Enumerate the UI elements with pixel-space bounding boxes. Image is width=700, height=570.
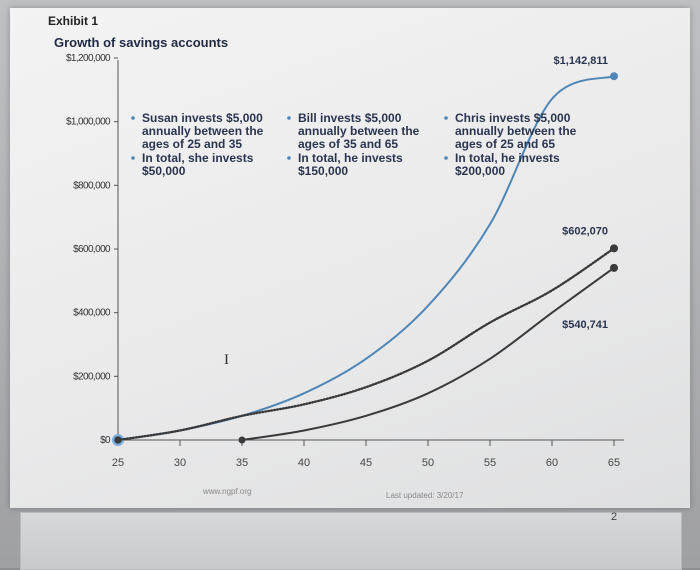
- page-number: 2: [611, 511, 617, 523]
- y-tick-label: $1,000,000: [66, 117, 111, 128]
- exhibit-label: Exhibit 1: [48, 14, 98, 28]
- x-tick-label: 55: [484, 457, 496, 469]
- annotation-line: In total, she invests: [142, 151, 254, 165]
- next-page-edge: [20, 512, 682, 570]
- end-value-label-bill: $540,741: [562, 319, 608, 331]
- annotation-line: ages of 25 and 35: [142, 137, 242, 151]
- x-tick-label: 60: [546, 457, 558, 469]
- y-tick-label: $400,000: [73, 308, 111, 319]
- end-value-label-chris: $1,142,811: [554, 55, 608, 67]
- x-tick-label: 50: [422, 457, 434, 469]
- annotation-line: $200,000: [455, 164, 505, 178]
- annotation-line: In total, he invests: [298, 151, 403, 165]
- series-startpoint-bill: [238, 436, 246, 444]
- bullet-dot: [287, 116, 291, 120]
- end-value-label-susan: $602,070: [562, 225, 608, 237]
- bullet-dot: [444, 116, 448, 120]
- series-line-susan: [116, 247, 616, 442]
- bullet-dot: [131, 116, 135, 120]
- bullet-dot: [444, 156, 448, 160]
- series-endpoint-chris: [610, 72, 618, 81]
- annotation-line: Bill invests $5,000: [298, 111, 402, 125]
- x-tick-label: 45: [360, 457, 372, 469]
- series-line-bill: [241, 266, 615, 441]
- y-tick-label: $800,000: [73, 180, 111, 191]
- annotation-line: Susan invests $5,000: [142, 111, 263, 125]
- series-endpoint-susan: [610, 244, 618, 253]
- text-cursor-icon: I: [224, 352, 229, 368]
- annotation-line: annually between the: [298, 124, 420, 138]
- annotation-line: $50,000: [142, 164, 186, 178]
- annotation-line: In total, he invests: [455, 151, 560, 165]
- x-tick-label: 65: [608, 457, 620, 469]
- annotation-line: ages of 25 and 65: [455, 137, 555, 151]
- series-endpoint-bill: [610, 263, 618, 272]
- x-tick-label: 30: [174, 457, 186, 469]
- x-tick-label: 35: [236, 457, 248, 469]
- y-tick-label: $200,000: [73, 371, 111, 382]
- annotation-line: annually between the: [142, 124, 264, 138]
- series-startpoint-susan: [114, 436, 122, 444]
- y-tick-label: $0: [100, 435, 111, 446]
- y-tick-label: $1,200,000: [66, 53, 111, 64]
- chart-title: Growth of savings accounts: [54, 35, 228, 50]
- annotation-line: Chris invests $5,000: [455, 111, 571, 125]
- annotation-line: annually between the: [455, 124, 577, 138]
- annotation-line: $150,000: [298, 164, 348, 178]
- bullet-dot: [131, 156, 135, 160]
- y-tick-label: $600,000: [73, 244, 111, 255]
- last-updated: Last updated: 3/20/17: [386, 491, 464, 500]
- source-url: www.ngpf.org: [202, 487, 251, 496]
- annotation-line: ages of 35 and 65: [298, 137, 398, 151]
- printed-page: [10, 8, 690, 508]
- x-tick-label: 25: [112, 457, 124, 469]
- bullet-dot: [287, 156, 291, 160]
- x-tick-label: 40: [298, 457, 310, 469]
